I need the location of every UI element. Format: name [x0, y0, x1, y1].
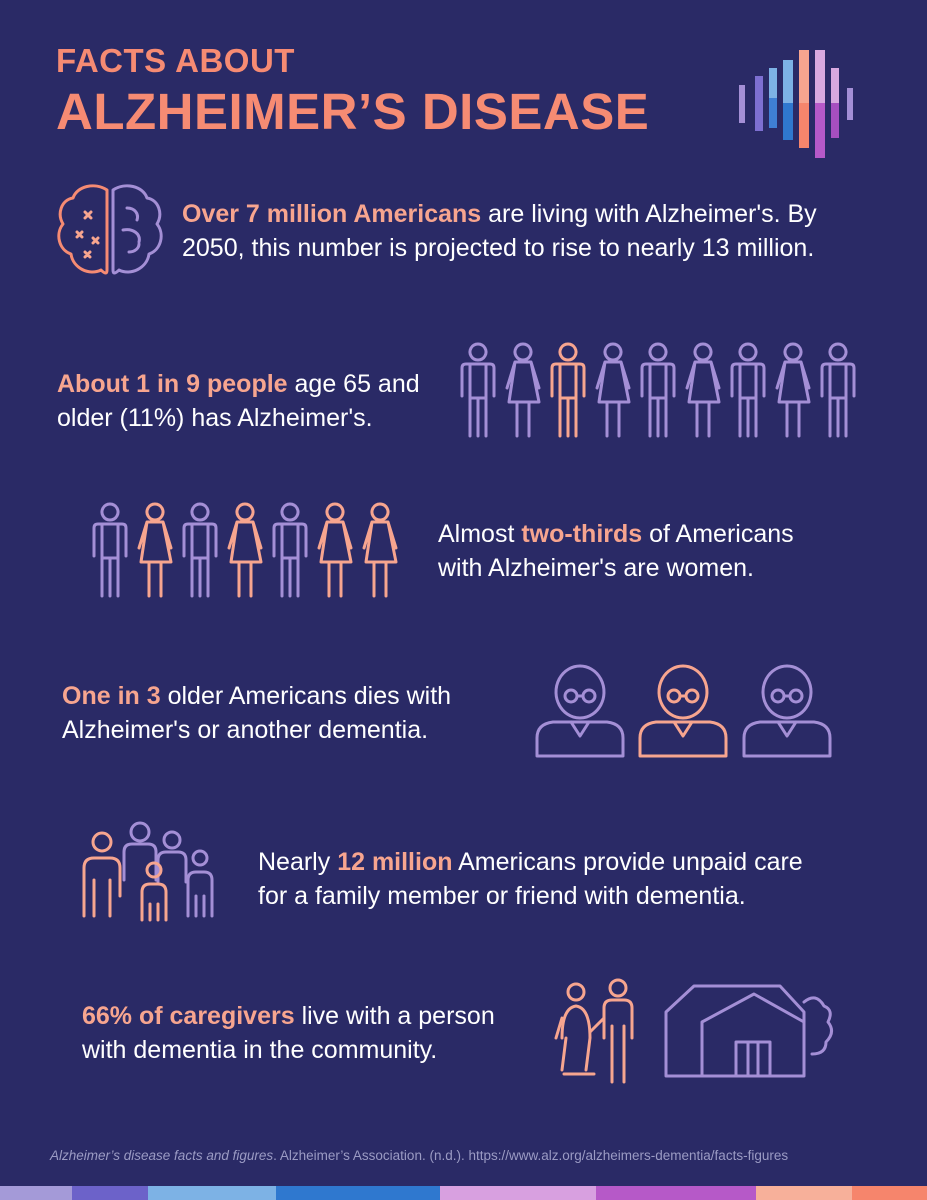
fact-6-line2: with dementia in the community. — [82, 1035, 438, 1064]
person-icon — [362, 502, 398, 598]
fact-3-line2: with Alzheimer's are women. — [438, 553, 755, 582]
fact-4-line2: Alzheimer's or another dementia. — [62, 715, 429, 744]
fact-5-text: Americans provide unpaid care — [452, 848, 803, 876]
person-icon — [182, 502, 218, 598]
fact-2: About 1 in 9 people age 65 and older (11… — [57, 368, 420, 436]
fact-5-prefix: Nearly — [258, 848, 338, 876]
footer-bar-1 — [0, 1186, 72, 1200]
person-icon — [775, 342, 811, 438]
fact-3-text: of Americans — [642, 520, 794, 548]
fact-5-highlight: 12 million — [337, 848, 453, 876]
person-icon — [505, 342, 541, 438]
person-icon — [92, 502, 128, 598]
footer-bar-8 — [852, 1186, 927, 1200]
person-icon — [460, 342, 496, 438]
elderly-person-icon — [535, 664, 625, 758]
fact-6-highlight: 66% of caregivers — [82, 1002, 295, 1030]
fact-3-highlight: two-thirds — [521, 520, 643, 548]
fact-1-highlight: Over 7 million Americans — [182, 200, 482, 228]
bars-logo-icon — [739, 50, 853, 158]
fact-2-highlight: About 1 in 9 people — [57, 370, 288, 398]
person-icon — [272, 502, 308, 598]
person-icon — [685, 342, 721, 438]
footer-bar-3 — [148, 1186, 276, 1200]
fact-6-text: live with a person — [294, 1002, 495, 1030]
source-citation: Alzheimer’s disease facts and figures. A… — [50, 1148, 880, 1163]
title-line-2: ALZHEIMER’S DISEASE — [56, 83, 650, 140]
footer-bar-6 — [596, 1186, 756, 1200]
person-icon — [730, 342, 766, 438]
fact-1-text: are living with Alzheimer's. By — [481, 200, 817, 228]
fact-4-highlight: One in 3 — [62, 682, 161, 710]
footer-bar-7 — [756, 1186, 852, 1200]
fact-1: Over 7 million Americans are living with… — [182, 198, 817, 266]
fact-3-prefix: Almost — [438, 520, 522, 548]
person-icon — [137, 502, 173, 598]
footer-bar-5 — [440, 1186, 596, 1200]
source-rest: . Alzheimer’s Association. (n.d.). https… — [273, 1148, 789, 1163]
fact-4: One in 3 older Americans dies with Alzhe… — [62, 680, 451, 748]
person-icon — [227, 502, 263, 598]
person-icon — [595, 342, 631, 438]
title-line-1: FACTS ABOUT — [56, 42, 295, 79]
fact-4-text: older Americans dies with — [160, 682, 452, 710]
family-group-icon — [82, 821, 214, 922]
person-icon — [640, 342, 676, 438]
fact-6: 66% of caregivers live with a person wit… — [82, 1000, 495, 1068]
fact-5-line2: for a family member or friend with demen… — [258, 881, 746, 910]
footer-bar-4 — [276, 1186, 440, 1200]
fact-1-line2: 2050, this number is projected to rise t… — [182, 233, 815, 262]
elderly-person-icon — [742, 664, 832, 758]
elderly-person-icon — [638, 664, 728, 758]
brain-icon — [57, 184, 163, 275]
house-icon — [664, 984, 833, 1078]
person-icon — [550, 342, 586, 438]
fact-2-text: age 65 and — [287, 370, 420, 398]
fact-3: Almost two-thirds of Americans with Alzh… — [438, 518, 794, 586]
person-icon — [820, 342, 856, 438]
fact-2-line2: older (11%) has Alzheimer's. — [57, 403, 373, 432]
source-title: Alzheimer’s disease facts and figures — [50, 1148, 274, 1163]
person-icon — [317, 502, 353, 598]
footer-bar-2 — [72, 1186, 148, 1200]
fact-5: Nearly 12 million Americans provide unpa… — [258, 846, 803, 914]
caregiver-icon — [554, 978, 634, 1084]
